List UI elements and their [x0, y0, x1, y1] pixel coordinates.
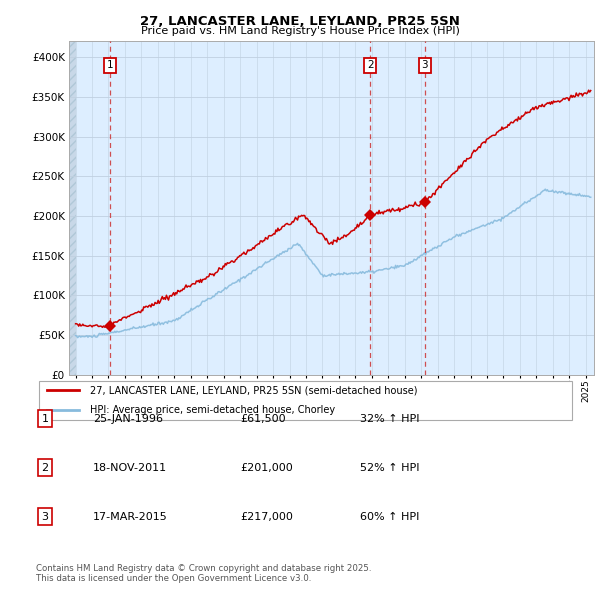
Text: £217,000: £217,000: [240, 512, 293, 522]
Text: 3: 3: [41, 512, 49, 522]
Text: 18-NOV-2011: 18-NOV-2011: [93, 463, 167, 473]
Polygon shape: [69, 41, 76, 375]
Text: 52% ↑ HPI: 52% ↑ HPI: [360, 463, 419, 473]
Text: 25-JAN-1996: 25-JAN-1996: [93, 414, 163, 424]
Text: 3: 3: [421, 60, 428, 70]
Text: HPI: Average price, semi-detached house, Chorley: HPI: Average price, semi-detached house,…: [90, 405, 335, 415]
Text: 27, LANCASTER LANE, LEYLAND, PR25 5SN (semi-detached house): 27, LANCASTER LANE, LEYLAND, PR25 5SN (s…: [90, 385, 418, 395]
Text: 1: 1: [41, 414, 49, 424]
Text: 2: 2: [41, 463, 49, 473]
Text: 27, LANCASTER LANE, LEYLAND, PR25 5SN: 27, LANCASTER LANE, LEYLAND, PR25 5SN: [140, 15, 460, 28]
Text: £201,000: £201,000: [240, 463, 293, 473]
Text: £61,500: £61,500: [240, 414, 286, 424]
FancyBboxPatch shape: [39, 381, 572, 420]
Text: 32% ↑ HPI: 32% ↑ HPI: [360, 414, 419, 424]
Text: Price paid vs. HM Land Registry's House Price Index (HPI): Price paid vs. HM Land Registry's House …: [140, 26, 460, 36]
Text: Contains HM Land Registry data © Crown copyright and database right 2025.
This d: Contains HM Land Registry data © Crown c…: [36, 563, 371, 583]
Text: 17-MAR-2015: 17-MAR-2015: [93, 512, 168, 522]
Text: 2: 2: [367, 60, 373, 70]
Text: 60% ↑ HPI: 60% ↑ HPI: [360, 512, 419, 522]
Bar: [69, 41, 76, 375]
Text: 1: 1: [106, 60, 113, 70]
